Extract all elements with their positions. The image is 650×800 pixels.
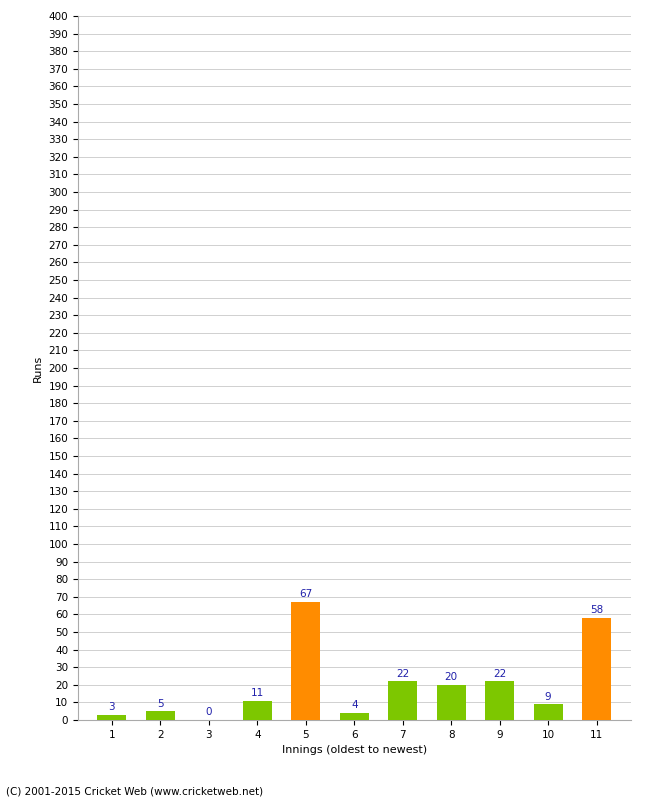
- Text: 0: 0: [205, 707, 212, 718]
- Text: 22: 22: [493, 669, 506, 678]
- Text: 3: 3: [109, 702, 115, 712]
- X-axis label: Innings (oldest to newest): Innings (oldest to newest): [281, 746, 427, 755]
- Bar: [388, 682, 417, 720]
- Text: 67: 67: [299, 590, 313, 599]
- Bar: [146, 711, 175, 720]
- Bar: [582, 618, 611, 720]
- Text: 58: 58: [590, 606, 603, 615]
- Text: 4: 4: [351, 700, 358, 710]
- Bar: [485, 682, 514, 720]
- Y-axis label: Runs: Runs: [33, 354, 43, 382]
- Text: 11: 11: [251, 688, 264, 698]
- Bar: [243, 701, 272, 720]
- Text: (C) 2001-2015 Cricket Web (www.cricketweb.net): (C) 2001-2015 Cricket Web (www.cricketwe…: [6, 786, 264, 796]
- Bar: [291, 602, 320, 720]
- Text: 9: 9: [545, 691, 551, 702]
- Text: 20: 20: [445, 672, 458, 682]
- Bar: [340, 713, 369, 720]
- Bar: [534, 704, 563, 720]
- Text: 22: 22: [396, 669, 410, 678]
- Bar: [98, 714, 127, 720]
- Text: 5: 5: [157, 698, 164, 709]
- Bar: [437, 685, 465, 720]
